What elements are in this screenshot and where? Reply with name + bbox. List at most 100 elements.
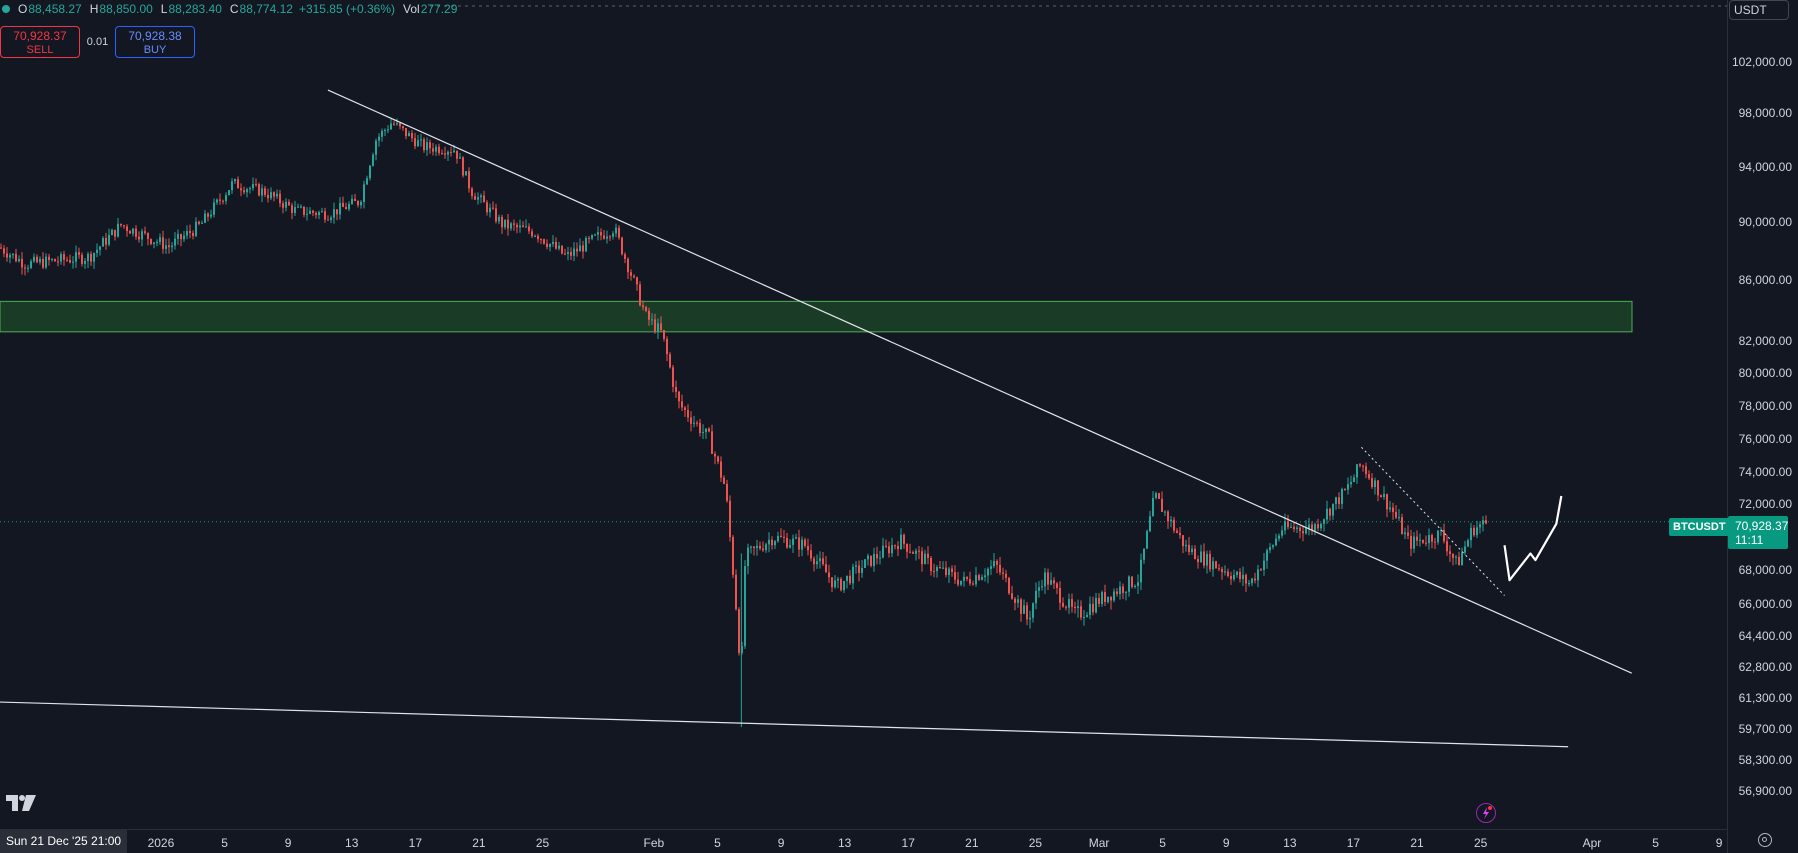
candle-body xyxy=(729,500,731,538)
candle-body xyxy=(1455,556,1457,558)
candle-body xyxy=(801,539,803,550)
candle-body xyxy=(825,564,827,573)
candle-body xyxy=(270,192,272,199)
candle-body xyxy=(594,234,596,236)
price-chart[interactable] xyxy=(0,0,1727,829)
projection-path xyxy=(1503,495,1563,582)
candle-body xyxy=(702,431,704,433)
candle-body xyxy=(198,221,200,224)
candle-body xyxy=(558,245,560,249)
candle-body xyxy=(1341,489,1343,504)
candle-body xyxy=(483,195,485,203)
candle-body xyxy=(144,231,146,233)
candle-body xyxy=(555,241,557,249)
candle-body xyxy=(1026,605,1028,620)
candle-body xyxy=(1155,493,1157,498)
sell-button[interactable]: 70,928.37 SELL xyxy=(0,26,80,58)
candle-countdown: 11:11 xyxy=(1735,533,1764,547)
candle-body xyxy=(1095,597,1097,613)
tradingview-logo-icon[interactable] xyxy=(6,795,36,811)
candle-body xyxy=(1266,550,1268,561)
candle-body xyxy=(723,477,725,484)
candle-body xyxy=(1392,507,1394,512)
candle-body xyxy=(261,188,263,196)
candle-body xyxy=(1308,524,1310,529)
candle-body xyxy=(249,188,251,190)
candle-body xyxy=(1317,524,1319,529)
candle-body xyxy=(24,267,26,269)
candle-body xyxy=(237,179,239,189)
candle-body xyxy=(735,574,737,610)
candle-body xyxy=(1227,571,1229,576)
candle-body xyxy=(915,550,917,554)
candle-body xyxy=(510,223,512,229)
candle-body xyxy=(912,552,914,554)
lightning-icon xyxy=(1483,806,1492,819)
candle-body xyxy=(312,210,314,213)
candle-body xyxy=(1197,559,1199,563)
candle-body xyxy=(42,258,44,268)
candle-body xyxy=(1107,596,1109,603)
market-status-icon xyxy=(2,5,10,13)
candle-body xyxy=(1242,574,1244,580)
candle-body xyxy=(954,572,956,580)
candle-body xyxy=(84,261,86,264)
candle-body xyxy=(399,123,401,127)
candle-body xyxy=(762,548,764,551)
candle-body xyxy=(561,245,563,254)
candle-body xyxy=(897,545,899,550)
candle-body xyxy=(711,431,713,454)
candle-body xyxy=(1068,599,1070,608)
close-label: C xyxy=(229,2,239,16)
candle-body xyxy=(600,232,602,236)
candle-body xyxy=(480,195,482,198)
candle-body xyxy=(1101,592,1103,604)
candle-body xyxy=(1329,508,1331,516)
candle-body xyxy=(852,566,854,584)
candle-body xyxy=(765,544,767,551)
candle-body xyxy=(393,123,395,125)
candle-body xyxy=(537,235,539,240)
candle-body xyxy=(1149,516,1151,532)
candle-body xyxy=(1191,548,1193,553)
candle-body xyxy=(180,234,182,240)
candle-body xyxy=(783,536,785,538)
settings-gear-icon[interactable] xyxy=(1758,833,1772,847)
chart-pane[interactable] xyxy=(0,0,1727,829)
buy-button[interactable]: 70,928.38 BUY xyxy=(115,26,195,58)
candle-body xyxy=(486,202,488,213)
candle-body xyxy=(1386,494,1388,510)
candle-body xyxy=(57,261,59,263)
candle-body xyxy=(831,577,833,588)
candle-body xyxy=(1056,583,1058,589)
candle-body xyxy=(1383,494,1385,498)
time-axis[interactable]: 2026 5 9 13 17 21 25 Feb 5 9 13 17 21 25 Mar 5 9 13 17 21 25… xyxy=(0,829,1727,853)
flash-alert-icon[interactable] xyxy=(1476,803,1496,823)
candle-body xyxy=(168,245,170,248)
candle-body xyxy=(39,258,41,263)
time-tick-label: 5 xyxy=(714,836,721,850)
candle-body xyxy=(1482,520,1484,525)
candle-body xyxy=(1422,539,1424,543)
open-value: 88,458.27 xyxy=(28,2,82,16)
candle-body xyxy=(1179,532,1181,536)
candle-body xyxy=(1359,464,1361,466)
candle-body xyxy=(672,367,674,387)
candle-body xyxy=(246,189,248,193)
candle-body xyxy=(822,558,824,565)
candle-body xyxy=(1344,489,1346,491)
candle-body xyxy=(258,184,260,196)
candle-body xyxy=(348,203,350,210)
candle-body xyxy=(1365,466,1367,475)
price-tick-label: 86,000.00 xyxy=(1738,273,1792,287)
candle-body xyxy=(1014,598,1016,603)
currency-selector[interactable]: USDT xyxy=(1729,0,1789,20)
candle-body xyxy=(660,323,662,331)
candle-body xyxy=(858,565,860,573)
price-scale[interactable]: 102,000.00 98,000.00 94,000.00 90,000.00 86,… xyxy=(1727,0,1798,853)
candle-body xyxy=(957,579,959,585)
candle-body xyxy=(1083,616,1085,618)
candle-body xyxy=(1407,532,1409,536)
candle-body xyxy=(192,232,194,237)
candle-body xyxy=(477,197,479,200)
